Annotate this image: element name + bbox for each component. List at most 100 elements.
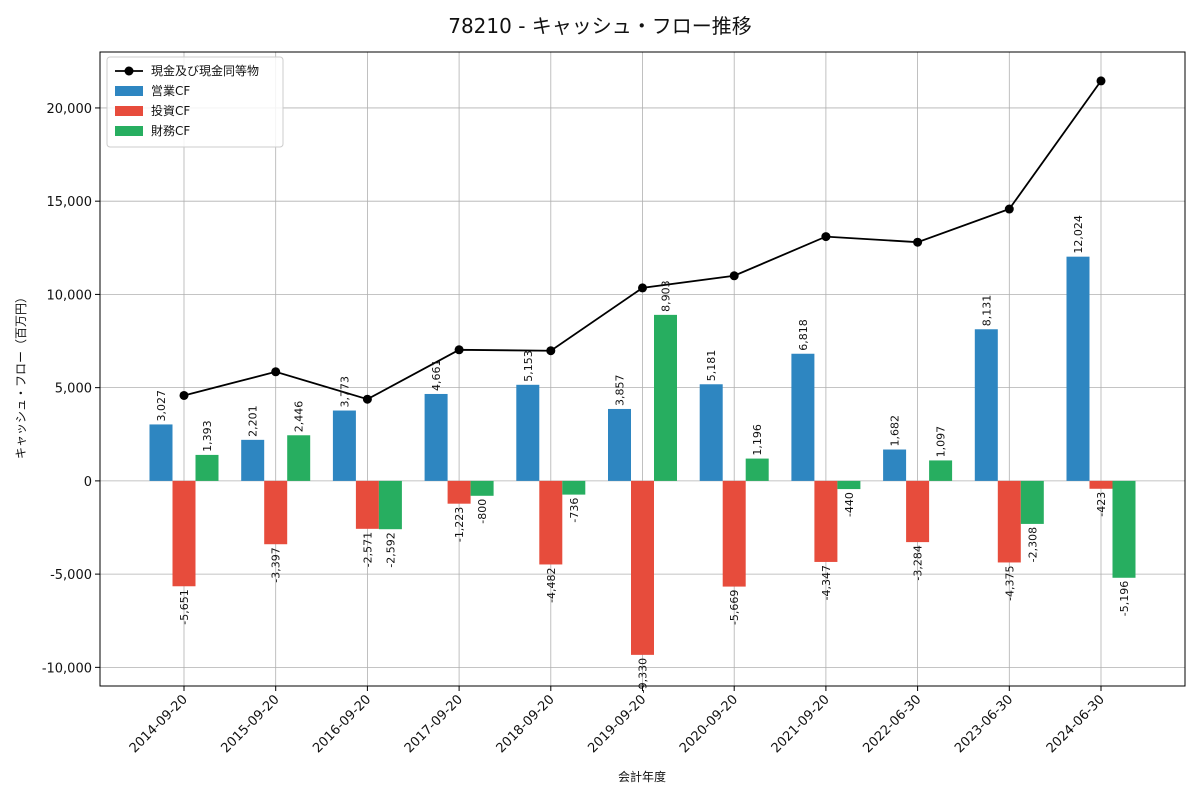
- bar: [608, 408, 631, 481]
- y-tick-label: 15,000: [47, 195, 93, 210]
- x-tick-label: 2015-09-20: [218, 692, 282, 756]
- bar: [906, 480, 930, 543]
- bar-labels-layer: 3,027 2,201 3,773 4,661 5,153 3,857 5,181 6,818…: [155, 215, 1131, 693]
- bar-value-label: -3,284: [912, 545, 925, 580]
- y-tick-label: -5,000: [50, 568, 92, 583]
- bar-value-label: 12,024: [1072, 215, 1085, 254]
- bar-value-label: -2,592: [384, 532, 397, 567]
- bars-layer: [149, 256, 1136, 655]
- bar-value-label: -4,482: [545, 567, 558, 602]
- bar: [332, 410, 356, 481]
- bar: [470, 480, 494, 496]
- bar-value-label: -440: [843, 492, 856, 517]
- bar-value-label: 5,153: [522, 350, 535, 382]
- bar: [378, 480, 402, 530]
- x-tick-label: 2024-06-30: [1044, 692, 1108, 756]
- legend-bar-swatch: [115, 106, 143, 116]
- bar-value-label: -2,571: [361, 532, 374, 567]
- cash-point: [271, 367, 281, 377]
- x-axis-label: 会計年度: [618, 769, 666, 784]
- bar-value-label: -4,375: [1003, 565, 1016, 600]
- bar-value-label: -2,308: [1026, 527, 1039, 562]
- bar-value-label: -800: [476, 499, 489, 524]
- bar-value-label: 3,857: [614, 374, 627, 406]
- y-tick-label: 20,000: [47, 102, 93, 117]
- bar: [287, 435, 311, 481]
- bar: [241, 439, 265, 481]
- y-tick-label: -10,000: [42, 661, 92, 676]
- bar-value-label: 5,181: [705, 350, 718, 382]
- bar: [1112, 480, 1136, 578]
- bar-value-label: 1,097: [935, 426, 948, 458]
- legend-bar-swatch: [115, 126, 143, 136]
- x-tick-label: 2020-09-20: [677, 692, 741, 756]
- bar-value-label: 2,446: [293, 401, 306, 433]
- cash-point: [729, 271, 739, 281]
- bar: [355, 480, 379, 529]
- bar-value-label: 6,818: [797, 319, 810, 351]
- bar-value-label: -5,651: [178, 589, 191, 624]
- x-tick-label: 2019-09-20: [585, 692, 649, 756]
- bar: [264, 480, 288, 545]
- bar: [424, 393, 448, 481]
- bar-value-label: 3,027: [155, 390, 168, 422]
- bar: [562, 480, 586, 495]
- bar-value-label: -9,330: [637, 658, 650, 693]
- bar: [149, 424, 173, 481]
- bar: [722, 480, 746, 587]
- bar: [745, 458, 769, 481]
- bar-value-label: -736: [568, 498, 581, 523]
- cash-point: [362, 394, 372, 404]
- y-axis-label: キャッシュ・フロー（百万円）: [14, 291, 28, 459]
- x-tick-label: 2022-06-30: [860, 692, 924, 756]
- bar-value-label: -423: [1095, 492, 1108, 517]
- cash-point: [1096, 76, 1106, 86]
- cash-point: [913, 237, 923, 247]
- bar-value-label: 1,393: [201, 420, 214, 452]
- x-tick-label: 2016-09-20: [310, 692, 374, 756]
- bar-value-label: -5,196: [1118, 581, 1131, 616]
- bar-value-label: 3,773: [338, 376, 351, 408]
- legend-entry-label: 財務CF: [151, 123, 190, 138]
- bar: [631, 480, 654, 655]
- bar: [929, 460, 953, 481]
- x-tick-label: 2023-06-30: [952, 692, 1016, 756]
- bar-value-label: 1,682: [889, 415, 902, 447]
- x-tick-label: 2017-09-20: [402, 692, 466, 756]
- y-tick-label: 10,000: [47, 288, 93, 303]
- legend-entry-label: 投資CF: [151, 103, 190, 118]
- legend-entry-label: 営業CF: [151, 84, 190, 98]
- cash-point: [546, 346, 556, 356]
- legend-entry-label: 現金及び現金同等物: [151, 63, 259, 78]
- bar-value-label: 8,131: [980, 295, 993, 327]
- bar: [172, 480, 196, 587]
- bar: [699, 384, 723, 481]
- bar: [539, 480, 563, 565]
- bar: [837, 480, 861, 490]
- legend-bar-swatch: [115, 86, 143, 96]
- y-tick-label: 0: [84, 475, 92, 490]
- legend-box: [106, 56, 284, 148]
- bar: [791, 353, 815, 481]
- bar: [654, 314, 677, 481]
- bar-value-label: 1,196: [751, 424, 764, 456]
- bar-value-label: -3,397: [270, 547, 283, 582]
- bar-value-label: 8,903: [660, 280, 673, 312]
- bar: [883, 449, 907, 481]
- bar: [1066, 256, 1090, 481]
- legend-marker: [124, 66, 134, 76]
- chart-title: 78210 - キャッシュ・フロー推移: [448, 14, 752, 38]
- line-layer: [179, 76, 1106, 404]
- x-tick-label: 2021-09-20: [769, 692, 833, 756]
- bar: [1020, 480, 1044, 524]
- y-tick-label: 5,000: [55, 382, 92, 397]
- bar: [997, 480, 1021, 563]
- bar: [516, 384, 540, 481]
- bar: [195, 454, 219, 481]
- bar-value-label: -4,347: [820, 565, 833, 600]
- x-tick-label: 2014-09-20: [127, 692, 191, 756]
- cash-point: [638, 283, 647, 293]
